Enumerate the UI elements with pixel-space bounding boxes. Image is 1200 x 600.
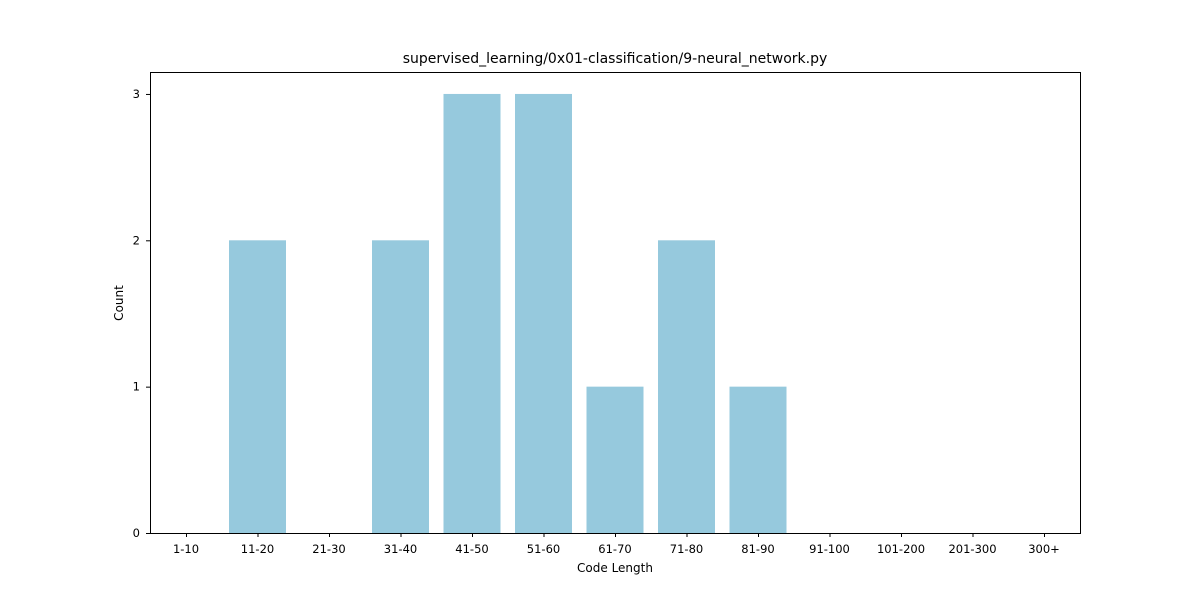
x-tick-label: 1-10 (173, 542, 199, 556)
x-axis-label: Code Length (577, 561, 653, 575)
x-tick-label: 11-20 (241, 542, 274, 556)
bar-81-90 (729, 386, 787, 533)
y-axis-label: Count (112, 285, 126, 321)
y-tick-label: 3 (133, 87, 140, 101)
bar-31-40 (372, 240, 429, 534)
x-tick-label: 300+ (1028, 542, 1060, 556)
y-tick-label: 2 (133, 233, 140, 247)
bar-51-60 (515, 93, 572, 533)
bar-41-50 (443, 93, 501, 533)
x-tick-label: 51-60 (527, 542, 560, 556)
bar-61-70 (586, 386, 644, 533)
y-tick-label: 0 (133, 526, 140, 540)
x-tick-label: 71-80 (670, 542, 703, 556)
x-tick-label: 81-90 (741, 542, 774, 556)
bars-group (229, 93, 787, 534)
x-tick-label: 201-300 (948, 542, 996, 556)
x-tick-label: 41-50 (455, 542, 488, 556)
plot-frame (150, 72, 1081, 534)
bar-71-80 (658, 240, 715, 534)
chart-title: supervised_learning/0x01-classification/… (403, 51, 828, 67)
x-tick-label: 101-200 (877, 542, 925, 556)
x-tick-label: 61-70 (598, 542, 631, 556)
x-axis: 1-10 11-20 21-30 31-40 41-50 51-60 61-70 71-80 8… (173, 533, 1060, 556)
x-tick-label: 31-40 (384, 542, 417, 556)
x-tick-label: 21-30 (312, 542, 345, 556)
y-axis: 0 1 2 3 (133, 87, 150, 540)
x-tick-label: 91-100 (809, 542, 850, 556)
bar-11-20 (229, 240, 286, 534)
y-tick-label: 1 (133, 380, 140, 394)
